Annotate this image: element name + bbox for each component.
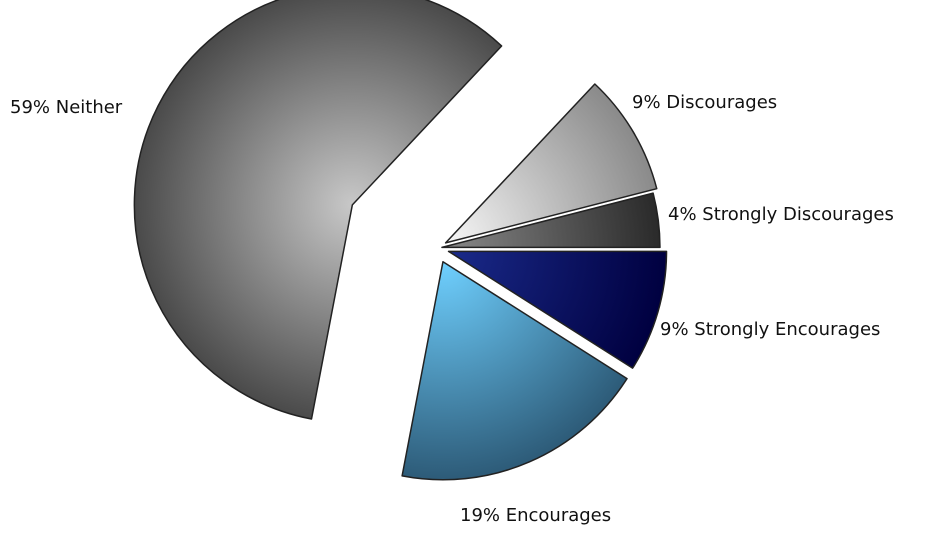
slice-neither [133,0,503,420]
label-neither: 59% Neither [10,97,123,118]
label-encourages: 19% Encourages [460,505,611,526]
slice-discourages [444,83,658,244]
slice-strongly-encourages [447,250,668,369]
slice-strongly-discourages [441,192,661,249]
slice-encourages [401,261,628,481]
label-strongly-discourages: 4% Strongly Discourages [668,204,894,225]
label-strongly-encourages: 9% Strongly Encourages [660,319,880,340]
label-discourages: 9% Discourages [632,92,777,113]
